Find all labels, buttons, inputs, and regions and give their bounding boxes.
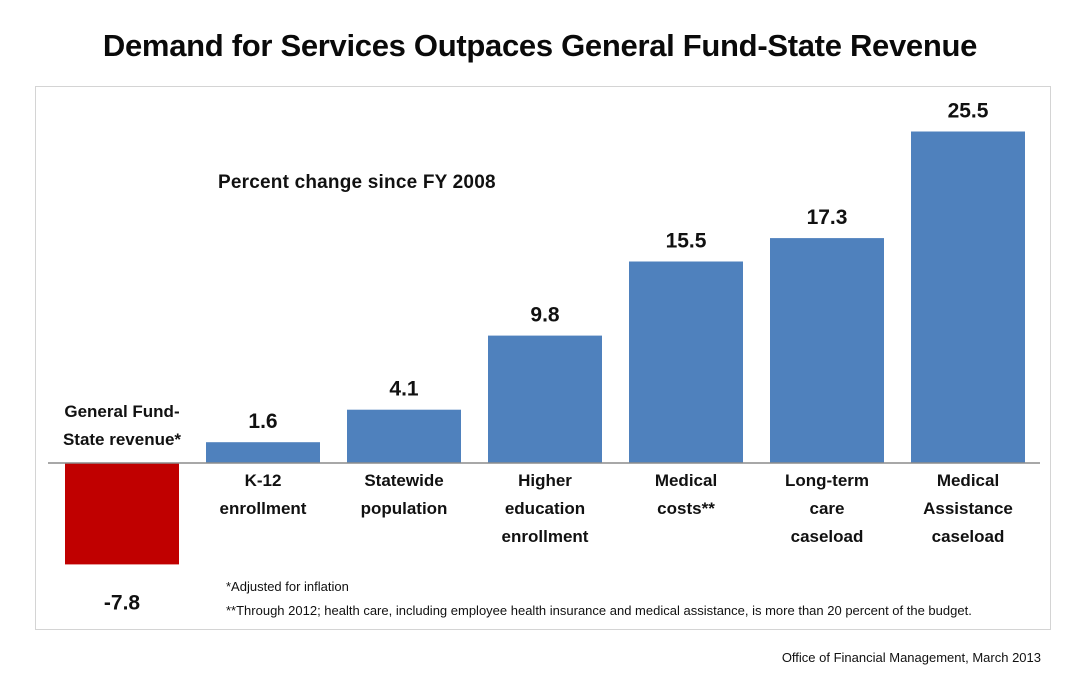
category-label-3: Higher education enrollment: [502, 471, 589, 546]
value-label-2: 4.1: [389, 378, 419, 401]
bar-5: [770, 238, 884, 463]
bar-6: [911, 131, 1025, 463]
labels-layer: -7.8 General Fund-State revenue* 1.6 K-12 en…: [63, 100, 1013, 615]
source-credit: Office of Financial Management, March 20…: [781, 650, 1041, 665]
value-label-3: 9.8: [530, 304, 560, 327]
bars-layer: [65, 131, 1025, 565]
category-label-4: Medical costs**: [655, 471, 717, 518]
footnote-inflation: *Adjusted for inflation: [226, 579, 349, 594]
value-label-5: 17.3: [807, 206, 848, 229]
bar-2: [347, 409, 461, 463]
bar-0: [65, 463, 179, 565]
value-label-1: 1.6: [248, 410, 277, 433]
category-label-6: Medical Assistance caseload: [923, 471, 1013, 546]
bar-1: [206, 442, 320, 463]
value-label-0: -7.8: [104, 591, 141, 614]
bar-3: [488, 335, 602, 463]
category-label-5: Long-term care caseload: [785, 471, 869, 546]
footnotes: *Adjusted for inflation **Through 2012; …: [226, 575, 972, 623]
chart-frame: [35, 86, 1051, 630]
category-label-1: K-12 enrollment: [220, 471, 307, 518]
value-label-6: 25.5: [948, 100, 989, 123]
bar-4: [629, 261, 743, 463]
category-label-2: Statewide population: [361, 471, 448, 518]
chart-title: Demand for Services Outpaces General Fun…: [102, 28, 978, 63]
category-label-0: General Fund-State revenue*: [63, 402, 181, 449]
value-label-4: 15.5: [666, 230, 707, 253]
footnote-health-care: **Through 2012; health care, including e…: [226, 603, 972, 618]
chart-subtitle: Percent change since FY 2008: [218, 172, 496, 193]
